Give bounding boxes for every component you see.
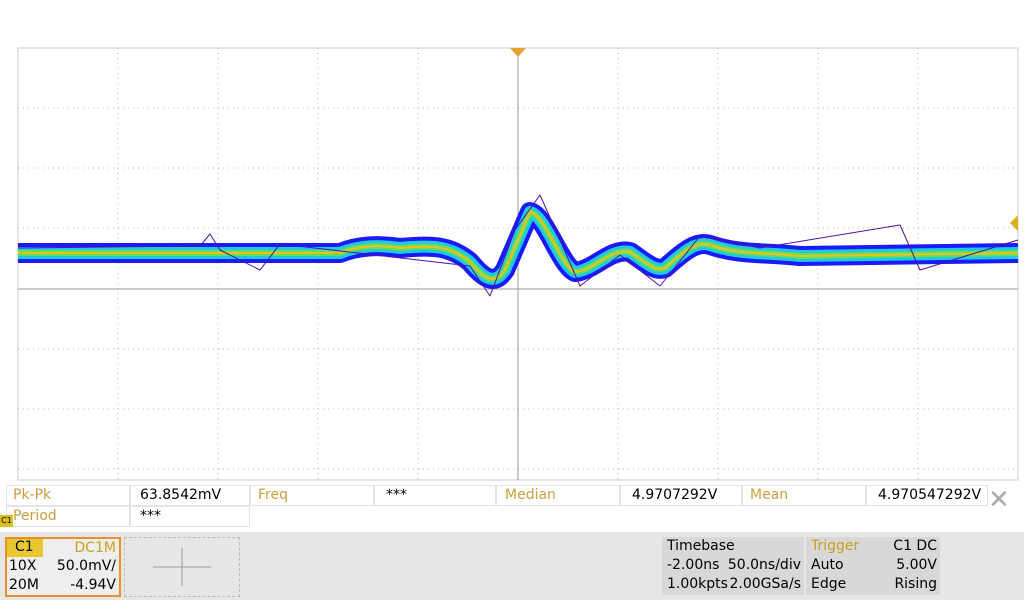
timebase-rate: 2.00GSa/s: [729, 576, 802, 592]
trigger-mode: Auto: [811, 557, 844, 573]
meas-value: 4.970547292V: [878, 487, 982, 503]
meas-label: Mean: [750, 487, 789, 503]
meas-value: 4.9707292V: [632, 487, 718, 503]
trigger-type: Edge: [811, 576, 847, 592]
trigger-box[interactable]: Trigger C1 DC Auto 5.00V Edge Rising: [806, 537, 940, 595]
add-channel[interactable]: [124, 537, 240, 597]
meas-value: ***: [386, 487, 407, 503]
trigger-level-marker: [1010, 215, 1018, 231]
channel-offset: -4.94V: [70, 577, 116, 593]
channel-probe: 10X: [9, 558, 37, 574]
channel-bandwidth: 20M: [9, 577, 39, 593]
scope-grid: [17, 47, 1019, 481]
channel-marker: C1: [0, 515, 13, 527]
trigger-slope: Rising: [894, 576, 937, 592]
timebase-delay: -2.00ns: [667, 557, 720, 573]
measurement-panel: Pk-Pk 63.8542mV Freq *** Median 4.970729…: [0, 485, 1024, 532]
trigger-title: Trigger: [811, 538, 860, 554]
close-button[interactable]: ✕: [988, 485, 1010, 515]
channel-coupling: DC1M: [74, 540, 116, 556]
waveform: [17, 194, 1019, 297]
timebase-title: Timebase: [667, 538, 735, 554]
meas-label: Pk-Pk: [13, 487, 52, 503]
meas-label: Period: [13, 508, 57, 524]
meas-value: ***: [140, 508, 161, 524]
channel-box[interactable]: C1 DC1M 10X 50.0mV/ 20M -4.94V: [5, 537, 121, 597]
meas-label: Median: [505, 487, 556, 503]
timebase-box[interactable]: Timebase -2.00ns 50.0ns/div 1.00kpts 2.0…: [662, 537, 804, 595]
trigger-level: 5.00V: [896, 557, 937, 573]
meas-value: 63.8542mV: [140, 487, 222, 503]
timebase-points: 1.00kpts: [667, 576, 728, 592]
channel-name: C1: [15, 539, 34, 555]
status-bar: C1 DC1M 10X 50.0mV/ 20M -4.94V Timebase …: [0, 532, 1024, 600]
channel-scale: 50.0mV/: [56, 558, 116, 574]
timebase-scale: 50.0ns/div: [727, 557, 801, 573]
meas-label: Freq: [258, 487, 288, 503]
plus-icon: [153, 548, 211, 586]
trigger-source: C1 DC: [893, 538, 937, 554]
trigger-position-marker: [510, 48, 526, 57]
